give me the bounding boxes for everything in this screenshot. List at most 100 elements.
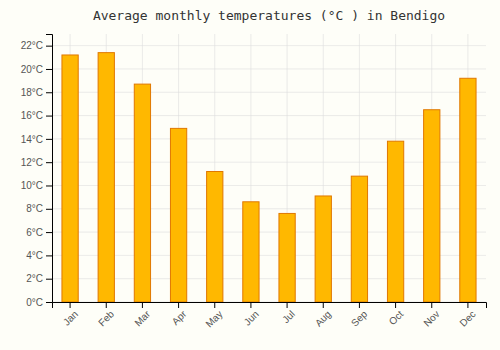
- x-tick: Sep: [349, 302, 370, 329]
- y-tick-mark: [46, 255, 52, 256]
- bar: [387, 141, 403, 302]
- y-tick-label: 0°C: [26, 297, 43, 308]
- x-tick: Dec: [457, 302, 477, 329]
- x-axis: Jan Feb Mar Apr May Jun Jul Aug Sep Oct Nov Dec: [53, 302, 487, 330]
- x-tick: May: [204, 302, 225, 330]
- y-axis-line: [46, 35, 53, 303]
- y-tick-mark: [46, 209, 52, 210]
- x-tick: Feb: [96, 302, 116, 328]
- x-tick-label: May: [204, 308, 225, 329]
- x-tick: Aug: [313, 302, 333, 329]
- y-tick-mark: [46, 302, 52, 303]
- x-tick-mark: [431, 302, 432, 308]
- bar: [62, 55, 78, 302]
- grid-line-y: [52, 162, 486, 163]
- bar: [424, 110, 440, 302]
- y-tick: 12°C: [21, 157, 52, 168]
- x-tick-label: Mar: [132, 308, 152, 328]
- x-tick: Jan: [61, 302, 80, 328]
- y-tick: 18°C: [21, 87, 52, 98]
- x-tick-label: Jun: [242, 308, 261, 327]
- y-tick-mark: [46, 92, 52, 93]
- x-tick-mark: [178, 302, 179, 308]
- y-tick: 16°C: [21, 110, 52, 121]
- bar: [134, 84, 150, 302]
- y-tick-label: 16°C: [21, 110, 43, 121]
- y-tick-mark: [46, 232, 52, 233]
- x-tick-label: Jul: [280, 308, 297, 325]
- y-tick: 2°C: [26, 273, 52, 284]
- y-tick: 22°C: [21, 40, 52, 51]
- y-tick-mark: [46, 162, 52, 163]
- x-tick: Jun: [242, 302, 261, 328]
- title: Average monthly temperatures (°C ) in Be…: [93, 8, 445, 23]
- x-tick-label: Nov: [421, 308, 441, 328]
- x-tick-mark: [142, 302, 143, 308]
- y-tick-label: 14°C: [21, 134, 43, 145]
- y-axis: 0°C 2°C 4°C 6°C 8°C 10°C 12°C 14°C 16°C 18°C 20°C 2…: [21, 35, 53, 308]
- y-tick: 4°C: [26, 250, 52, 261]
- x-tick: Mar: [132, 302, 152, 328]
- y-tick-label: 10°C: [21, 180, 43, 191]
- x-tick-label: Jan: [61, 308, 80, 327]
- x-tick: Oct: [387, 302, 406, 327]
- chart: 0°C 2°C 4°C 6°C 8°C 10°C 12°C 14°C 16°C 18°C 20°C 2…: [0, 0, 500, 350]
- x-tick-label: Apr: [170, 308, 189, 327]
- grid-line-y: [52, 255, 486, 256]
- plot: 0°C 2°C 4°C 6°C 8°C 10°C 12°C 14°C 16°C 18°C 20°C 2…: [21, 34, 487, 330]
- y-tick-mark: [46, 116, 52, 117]
- y-tick-label: 8°C: [26, 203, 43, 214]
- grid: [52, 34, 486, 302]
- y-tick-label: 18°C: [21, 87, 43, 98]
- y-tick-label: 20°C: [21, 64, 43, 75]
- y-tick-mark: [46, 69, 52, 70]
- y-tick-label: 22°C: [21, 40, 43, 51]
- y-tick: 20°C: [21, 64, 52, 75]
- x-tick-mark: [395, 302, 396, 308]
- grid-line-y: [52, 232, 486, 233]
- bars: [62, 53, 476, 302]
- y-tick-mark: [46, 46, 52, 47]
- y-tick-mark: [46, 185, 52, 186]
- x-tick-label: Dec: [457, 308, 477, 328]
- y-tick-mark: [46, 279, 52, 280]
- grid-line-y: [52, 115, 486, 116]
- bar: [243, 202, 259, 302]
- y-tick: 14°C: [21, 134, 52, 145]
- grid-line-y: [52, 68, 486, 69]
- x-tick-label: Sep: [349, 308, 370, 329]
- x-tick-label: Feb: [96, 308, 116, 328]
- x-tick-mark: [70, 302, 71, 308]
- x-tick-label: Oct: [387, 308, 406, 327]
- grid-line-y: [52, 185, 486, 186]
- y-tick-mark: [46, 139, 52, 140]
- y-tick-label: 4°C: [26, 250, 43, 261]
- x-tick-mark: [287, 302, 288, 308]
- bar: [460, 78, 476, 302]
- bar: [98, 53, 114, 302]
- grid-line-y: [52, 138, 486, 139]
- bar: [315, 196, 331, 302]
- grid-line-y: [52, 45, 486, 46]
- x-tick-mark: [359, 302, 360, 308]
- bar: [170, 128, 186, 302]
- grid-line-y: [52, 92, 486, 93]
- x-tick: Jul: [280, 302, 297, 325]
- bar: [279, 213, 295, 302]
- x-tick: Nov: [421, 302, 441, 329]
- bar: [351, 176, 367, 302]
- y-tick: 0°C: [26, 297, 52, 308]
- x-tick-mark: [323, 302, 324, 308]
- x-axis-line: [53, 303, 487, 309]
- x-tick-mark: [214, 302, 215, 308]
- x-tick-mark: [250, 302, 251, 308]
- y-tick: 6°C: [26, 227, 52, 238]
- bar: [207, 171, 223, 302]
- grid-line-y: [52, 278, 486, 279]
- y-tick: 8°C: [26, 203, 52, 214]
- y-tick: 10°C: [21, 180, 52, 191]
- x-tick-mark: [106, 302, 107, 308]
- y-tick-label: 2°C: [26, 273, 43, 284]
- x-tick: Apr: [170, 302, 189, 327]
- grid-line-y: [52, 208, 486, 209]
